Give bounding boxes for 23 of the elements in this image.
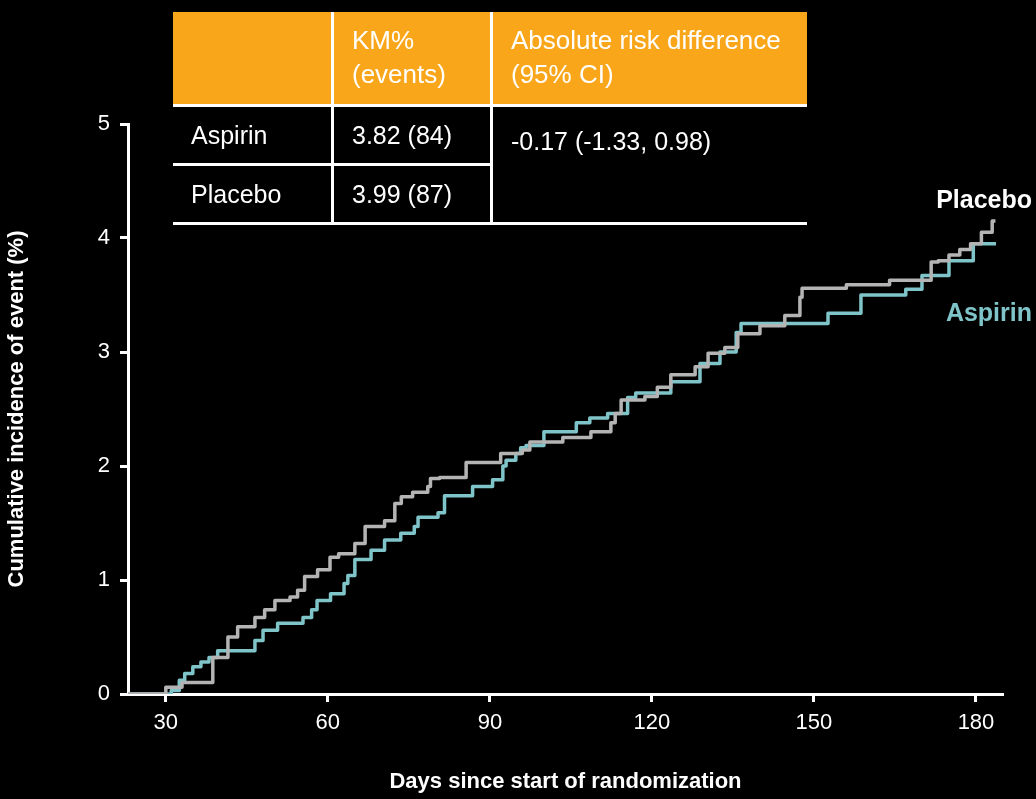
y-tick-label: 1	[97, 566, 110, 592]
x-tick-label: 30	[153, 709, 179, 735]
y-tick-label: 0	[97, 680, 110, 706]
series-label: Aspirin	[945, 297, 1032, 326]
x-axis-title: Days since start of randomization	[389, 767, 742, 793]
x-tick-label: 60	[315, 709, 341, 735]
annotation: -0.17 (-1.33, 0.98)	[491, 105, 807, 224]
annotation: Aspirin	[173, 105, 333, 165]
annotation: 3.82 (84)	[332, 105, 492, 165]
x-tick-label: 180	[957, 709, 995, 735]
y-tick-label: 5	[97, 110, 110, 136]
x-tick-label: 90	[477, 709, 503, 735]
x-tick-label: 150	[795, 709, 833, 735]
text: KM% (events)	[352, 25, 446, 89]
y-tick-label: 2	[97, 452, 110, 478]
annotation: Placebo	[173, 164, 333, 224]
y-tick-label: 4	[97, 224, 110, 250]
text: Absolute risk difference (95% CI)	[511, 25, 781, 89]
series-label: Placebo	[936, 184, 1032, 213]
annotation: 3.99 (87)	[332, 164, 492, 224]
y-tick-label: 3	[97, 338, 110, 364]
y-axis-title: Cumulative incidence of event (%)	[3, 230, 29, 588]
x-tick-label: 120	[633, 709, 671, 735]
